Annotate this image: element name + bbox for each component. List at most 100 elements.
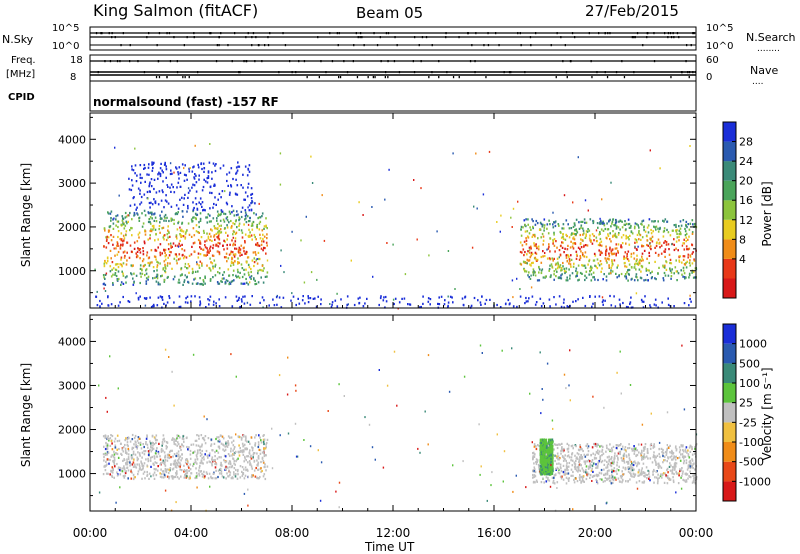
data-cell: [671, 451, 674, 454]
data-cell: [667, 446, 670, 449]
data-cell: [647, 269, 649, 272]
data-cell: [585, 234, 587, 238]
data-cell: [166, 459, 169, 462]
data-cell: [685, 224, 687, 227]
data-cell: [627, 223, 630, 226]
data-cell: [133, 436, 136, 440]
data-cell: [104, 469, 107, 472]
data-cell: [199, 445, 201, 448]
data-cell: [149, 206, 151, 209]
data-cell: [145, 297, 148, 300]
data-cell: [689, 466, 692, 470]
data-cell: [682, 242, 684, 245]
data-cell: [610, 482, 613, 485]
status-point: [425, 36, 428, 39]
data-cell: [644, 295, 646, 298]
data-cell: [186, 463, 188, 466]
data-cell: [628, 454, 630, 457]
data-cell: [111, 454, 113, 457]
data-cell: [667, 297, 669, 300]
data-cell: [646, 243, 648, 247]
data-cell: [179, 274, 182, 277]
data-cell: [578, 278, 580, 281]
data-cell: [229, 282, 232, 285]
data-cell: [237, 468, 239, 472]
data-cell: [234, 237, 237, 240]
data-cell: [199, 283, 201, 286]
data-cell: [536, 480, 538, 483]
data-cell: [145, 269, 147, 272]
data-cell: [687, 454, 690, 457]
data-cell: [226, 216, 229, 219]
data-cell: [589, 234, 591, 237]
data-cell: [404, 273, 407, 276]
data-cell: [242, 473, 245, 476]
data-cell: [540, 271, 543, 275]
data-cell: [168, 450, 171, 454]
data-cell: [581, 239, 584, 242]
data-cell: [657, 238, 660, 241]
data-cell: [145, 280, 148, 283]
data-cell: [553, 482, 556, 485]
data-cell: [192, 166, 194, 169]
data-cell: [624, 466, 627, 469]
data-cell: [570, 468, 573, 471]
data-cell: [505, 302, 507, 305]
status-point: [158, 32, 161, 35]
data-cell: [655, 470, 658, 473]
data-cell: [320, 303, 322, 306]
data-cell: [261, 215, 263, 218]
data-cell: [534, 468, 536, 471]
data-cell: [152, 224, 155, 227]
data-cell: [162, 449, 164, 452]
data-cell: [392, 298, 395, 301]
data-cell: [159, 455, 161, 458]
data-cell: [156, 260, 158, 263]
data-cell: [129, 440, 132, 443]
data-cell: [194, 458, 197, 461]
data-cell: [99, 299, 101, 303]
status-point: [693, 32, 695, 35]
colorbar-swatch: [723, 122, 736, 142]
data-cell: [581, 272, 583, 275]
data-cell: [219, 167, 222, 170]
data-cell: [191, 186, 193, 189]
data-cell: [130, 188, 133, 192]
data-cell: [227, 453, 230, 456]
status-point: [193, 32, 195, 35]
data-cell: [184, 237, 186, 240]
data-cell: [174, 475, 177, 478]
data-cell: [240, 450, 242, 453]
status-point: [303, 60, 306, 63]
data-cell: [585, 477, 588, 481]
data-cell: [156, 266, 158, 269]
data-cell: [218, 298, 220, 301]
data-cell: [263, 465, 266, 469]
data-cell: [109, 212, 112, 215]
data-cell: [590, 240, 592, 243]
data-cell: [532, 456, 534, 459]
data-cell: [244, 439, 247, 442]
data-cell: [599, 242, 601, 245]
data-cell: [631, 447, 633, 450]
data-cell: [279, 183, 282, 186]
data-cell: [276, 303, 278, 306]
data-cell: [265, 224, 267, 227]
data-cell: [153, 161, 155, 164]
data-cell: [144, 233, 147, 236]
data-cell: [111, 268, 113, 271]
data-cell: [113, 476, 115, 479]
data-cell: [235, 214, 238, 217]
data-cell: [173, 171, 175, 174]
data-cell: [691, 447, 693, 450]
data-cell: [678, 256, 680, 259]
data-cell: [578, 227, 581, 230]
data-cell: [617, 477, 620, 480]
data-cell: [577, 448, 580, 451]
data-cell: [259, 436, 261, 439]
data-cell: [664, 264, 666, 267]
data-cell: [673, 224, 676, 227]
data-cell: [258, 434, 260, 437]
data-cell: [682, 457, 685, 460]
data-cell: [626, 255, 628, 258]
